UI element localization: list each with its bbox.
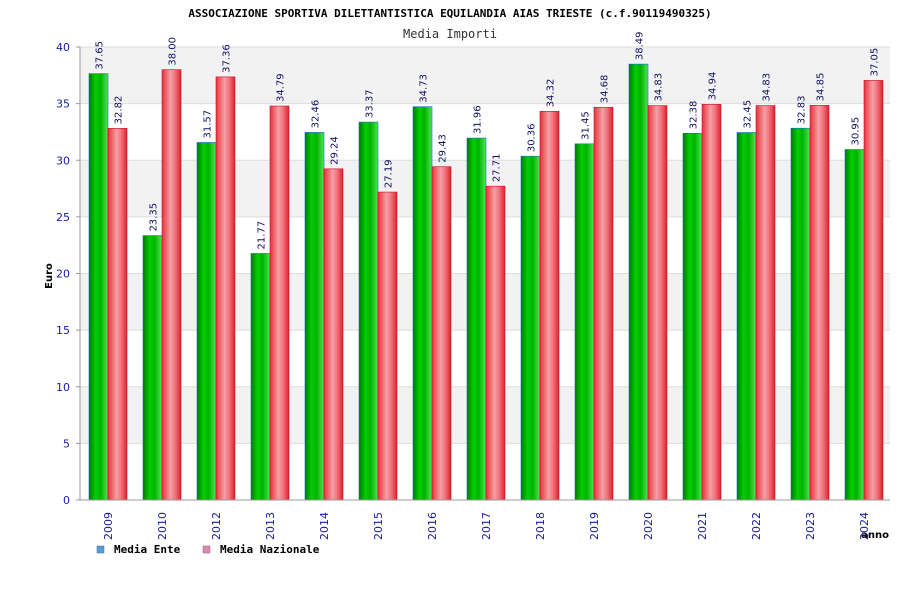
y-tick-label: 15: [56, 324, 70, 337]
bar: [539, 111, 560, 501]
bar: [863, 80, 884, 501]
bar-value-label: 34.32: [546, 79, 557, 108]
bar: [593, 106, 614, 501]
x-tick-label: 2021: [696, 512, 709, 540]
bar: [809, 105, 830, 501]
bar-value-label: 30.95: [851, 117, 862, 146]
bar-value-label: 34.83: [654, 73, 665, 102]
bar-value-label: 34.79: [276, 73, 287, 102]
legend-swatch-media-nazionale: [202, 545, 211, 554]
bar: [790, 127, 811, 501]
bar: [844, 149, 865, 501]
bar: [269, 105, 290, 501]
bar-value-label: 21.77: [257, 221, 268, 250]
bar: [142, 235, 163, 501]
y-tick-label: 20: [56, 268, 70, 281]
y-tick-label: 35: [56, 98, 70, 111]
bar: [358, 121, 379, 501]
bar: [88, 73, 109, 501]
bar: [250, 253, 271, 501]
bar-value-label: 29.24: [330, 136, 341, 165]
bar: [485, 185, 506, 501]
bar-value-label: 31.96: [473, 105, 484, 134]
bars: [88, 63, 884, 501]
y-tick-label: 25: [56, 211, 70, 224]
bar-value-label: 34.73: [419, 74, 430, 103]
bar-value-label: 32.83: [797, 96, 808, 125]
bar: [161, 69, 182, 501]
legend: Media Ente Media Nazionale: [96, 543, 320, 556]
bar-value-label: 31.57: [203, 110, 214, 139]
bar: [215, 76, 236, 501]
bar: [520, 155, 541, 501]
bar-value-label: 27.19: [384, 159, 395, 188]
bar: [377, 191, 398, 501]
bar: [412, 106, 433, 501]
bar-labels: 37.65 32.82 23.35 38.00 31.57 37.36 21.77 34.79…: [95, 31, 881, 249]
bar-value-label: 29.43: [438, 134, 449, 163]
bar-value-label: 34.68: [600, 75, 611, 104]
x-tick-label: 2018: [534, 512, 547, 540]
bar-value-label: 37.65: [95, 41, 106, 70]
x-tick-label: 2023: [804, 512, 817, 540]
x-tick-label: 2012: [210, 512, 223, 540]
y-tick-label: 10: [56, 381, 70, 394]
legend-label-media-nazionale: Media Nazionale: [220, 543, 320, 556]
bar: [431, 166, 452, 501]
legend-label-media-ente: Media Ente: [114, 543, 181, 556]
x-axis-ticks: 2009 2010 2012 2013 2014 2015 2016 2017 2018 2019…: [102, 512, 871, 540]
bar-value-label: 23.35: [149, 203, 160, 232]
y-tick-label: 0: [63, 494, 70, 507]
bar: [466, 137, 487, 501]
x-tick-label: 2016: [426, 512, 439, 540]
bar: [574, 143, 595, 501]
bar-value-label: 32.46: [311, 100, 322, 129]
x-tick-label: 2013: [264, 512, 277, 540]
bar-value-label: 32.82: [114, 96, 125, 125]
bar-value-label: 38.49: [635, 31, 646, 60]
bar: [323, 168, 344, 501]
bar: [755, 105, 776, 501]
legend-swatch-media-ente: [96, 545, 105, 554]
y-tick-label: 5: [63, 437, 70, 450]
y-tick-label: 40: [56, 41, 70, 54]
y-tick-label: 30: [56, 154, 70, 167]
bar-value-label: 34.94: [708, 72, 719, 101]
y-axis-ticks: 0 5 10 15 20 25 30 35 40: [56, 41, 80, 507]
x-tick-label: 2024: [858, 512, 871, 540]
bar-value-label: 27.71: [492, 154, 503, 183]
x-tick-label: 2014: [318, 512, 331, 540]
bar: [701, 104, 722, 501]
x-tick-label: 2009: [102, 512, 115, 540]
bar-value-label: 34.83: [762, 73, 773, 102]
bar-value-label: 37.36: [222, 44, 233, 73]
bar: [196, 142, 217, 501]
x-tick-label: 2015: [372, 512, 385, 540]
y-axis-label: Euro: [44, 263, 55, 289]
bar-value-label: 38.00: [168, 37, 179, 66]
bar-value-label: 30.36: [527, 124, 538, 153]
bar-value-label: 31.45: [581, 111, 592, 140]
bar: [736, 132, 757, 501]
bar: [682, 132, 703, 501]
x-tick-label: 2020: [642, 512, 655, 540]
bar-value-label: 34.85: [816, 73, 827, 102]
bar: [304, 132, 325, 501]
plot-band: [80, 47, 890, 104]
bar: [647, 105, 668, 501]
chart-subtitle: Media Importi: [403, 27, 497, 41]
x-axis-label: anno: [861, 530, 889, 541]
bar: [628, 63, 649, 501]
x-tick-label: 2022: [750, 512, 763, 540]
x-tick-label: 2017: [480, 512, 493, 540]
x-tick-label: 2019: [588, 512, 601, 540]
chart-title: ASSOCIAZIONE SPORTIVA DILETTANTISTICA EQ…: [188, 7, 711, 20]
bar-value-label: 32.45: [743, 100, 754, 129]
bar-value-label: 32.38: [689, 101, 700, 130]
bar-value-label: 37.05: [870, 48, 881, 77]
x-tick-label: 2010: [156, 512, 169, 540]
bar: [107, 128, 128, 501]
bar-value-label: 33.37: [365, 89, 376, 118]
